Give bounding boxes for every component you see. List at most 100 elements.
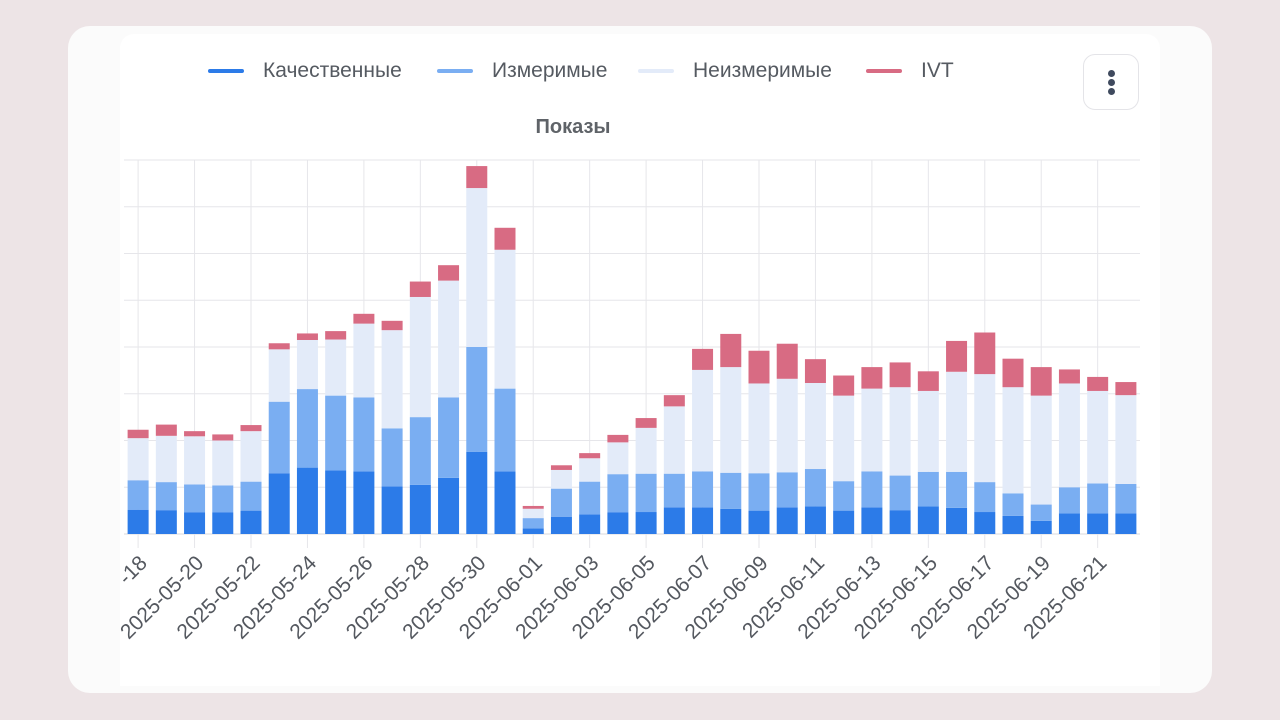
bar-segment-quality-2025-05-19[interactable] <box>155 510 177 534</box>
bar-segment-measurable-2025-05-20[interactable] <box>184 484 206 513</box>
bar-segment-unmeasurable-2025-06-10[interactable] <box>776 378 798 473</box>
bar-segment-ivt-2025-06-01[interactable] <box>522 505 544 509</box>
bar-segment-measurable-2025-06-02[interactable] <box>550 488 572 517</box>
bar-segment-unmeasurable-2025-06-17[interactable] <box>974 374 996 483</box>
bar-segment-ivt-2025-06-02[interactable] <box>550 465 572 470</box>
bar-segment-quality-2025-06-10[interactable] <box>776 507 798 534</box>
bar-segment-quality-2025-05-21[interactable] <box>212 512 234 534</box>
bar-segment-quality-2025-06-22[interactable] <box>1115 513 1137 534</box>
bar-segment-ivt-2025-05-23[interactable] <box>268 343 290 350</box>
bar-segment-ivt-2025-06-09[interactable] <box>748 350 770 384</box>
bar-segment-quality-2025-05-24[interactable] <box>296 467 318 534</box>
bar-segment-measurable-2025-06-10[interactable] <box>776 472 798 508</box>
bar-segment-unmeasurable-2025-05-29[interactable] <box>438 280 460 398</box>
bar-segment-unmeasurable-2025-06-08[interactable] <box>720 367 742 473</box>
bar-segment-unmeasurable-2025-05-21[interactable] <box>212 440 234 486</box>
bar-segment-measurable-2025-05-30[interactable] <box>466 347 488 452</box>
bar-segment-quality-2025-06-15[interactable] <box>917 506 939 534</box>
bar-segment-quality-2025-06-04[interactable] <box>607 512 629 534</box>
bar-segment-ivt-2025-06-12[interactable] <box>833 375 855 396</box>
bar-segment-measurable-2025-06-22[interactable] <box>1115 483 1137 514</box>
bar-segment-unmeasurable-2025-06-12[interactable] <box>833 395 855 482</box>
bar-segment-quality-2025-05-22[interactable] <box>240 510 262 534</box>
bar-segment-ivt-2025-06-17[interactable] <box>974 332 996 375</box>
bar-segment-unmeasurable-2025-06-04[interactable] <box>607 442 629 475</box>
bar-segment-unmeasurable-2025-06-07[interactable] <box>692 369 714 472</box>
bar-segment-unmeasurable-2025-05-23[interactable] <box>268 349 290 402</box>
bar-segment-quality-2025-06-07[interactable] <box>692 507 714 534</box>
legend-item-measurable[interactable]: Измеримые <box>437 58 607 84</box>
bar-segment-ivt-2025-06-18[interactable] <box>1002 358 1024 388</box>
bar-segment-measurable-2025-05-25[interactable] <box>325 395 347 471</box>
bar-segment-unmeasurable-2025-06-11[interactable] <box>804 382 826 470</box>
bar-segment-measurable-2025-05-26[interactable] <box>353 397 375 472</box>
bar-segment-measurable-2025-06-21[interactable] <box>1087 483 1109 514</box>
chart-menu-button[interactable] <box>1083 54 1139 110</box>
bar-segment-measurable-2025-05-19[interactable] <box>155 482 177 511</box>
bar-segment-ivt-2025-06-11[interactable] <box>804 359 826 383</box>
bar-segment-unmeasurable-2025-06-02[interactable] <box>550 469 572 489</box>
bar-segment-measurable-2025-05-27[interactable] <box>381 428 403 487</box>
bar-segment-quality-2025-05-23[interactable] <box>268 473 290 534</box>
bar-segment-ivt-2025-05-18[interactable] <box>127 429 149 439</box>
bar-segment-ivt-2025-05-31[interactable] <box>494 227 516 250</box>
bar-segment-quality-2025-06-13[interactable] <box>861 507 883 534</box>
bar-segment-ivt-2025-06-19[interactable] <box>1030 367 1052 396</box>
legend-item-quality[interactable]: Качественные <box>208 58 402 84</box>
bar-segment-measurable-2025-06-12[interactable] <box>833 481 855 511</box>
bar-segment-quality-2025-05-25[interactable] <box>325 470 347 534</box>
bar-segment-unmeasurable-2025-06-20[interactable] <box>1058 383 1080 488</box>
bar-segment-measurable-2025-06-04[interactable] <box>607 474 629 513</box>
bar-segment-quality-2025-05-31[interactable] <box>494 471 516 534</box>
bar-segment-quality-2025-05-30[interactable] <box>466 451 488 534</box>
bar-segment-unmeasurable-2025-06-13[interactable] <box>861 388 883 472</box>
bar-segment-measurable-2025-06-14[interactable] <box>889 475 911 511</box>
bar-segment-measurable-2025-06-01[interactable] <box>522 518 544 529</box>
bar-segment-quality-2025-06-05[interactable] <box>635 512 657 534</box>
bar-segment-unmeasurable-2025-06-22[interactable] <box>1115 395 1137 484</box>
bar-segment-quality-2025-06-17[interactable] <box>974 512 996 534</box>
bar-segment-ivt-2025-06-05[interactable] <box>635 418 657 428</box>
bar-segment-measurable-2025-05-22[interactable] <box>240 481 262 511</box>
bar-segment-ivt-2025-06-04[interactable] <box>607 434 629 443</box>
bar-segment-ivt-2025-06-15[interactable] <box>917 371 939 391</box>
bar-segment-measurable-2025-05-21[interactable] <box>212 485 234 513</box>
bar-segment-ivt-2025-06-10[interactable] <box>776 343 798 379</box>
bar-segment-ivt-2025-06-06[interactable] <box>663 395 685 407</box>
bar-segment-quality-2025-06-19[interactable] <box>1030 520 1052 534</box>
bar-segment-unmeasurable-2025-06-15[interactable] <box>917 390 939 472</box>
bar-segment-ivt-2025-05-20[interactable] <box>184 431 206 437</box>
bar-segment-measurable-2025-06-08[interactable] <box>720 472 742 509</box>
bar-segment-ivt-2025-05-30[interactable] <box>466 166 488 189</box>
bar-segment-unmeasurable-2025-05-24[interactable] <box>296 339 318 390</box>
bar-segment-measurable-2025-05-29[interactable] <box>438 397 460 478</box>
bar-segment-ivt-2025-05-19[interactable] <box>155 424 177 436</box>
bar-segment-unmeasurable-2025-06-18[interactable] <box>1002 387 1024 494</box>
bar-segment-quality-2025-05-28[interactable] <box>409 484 431 534</box>
legend-item-unmeasurable[interactable]: Неизмеримые <box>638 58 832 84</box>
legend-item-ivt[interactable]: IVT <box>866 58 954 84</box>
bar-segment-quality-2025-05-20[interactable] <box>184 512 206 534</box>
bar-segment-measurable-2025-05-18[interactable] <box>127 480 149 510</box>
bar-segment-unmeasurable-2025-06-01[interactable] <box>522 508 544 519</box>
bar-segment-measurable-2025-05-31[interactable] <box>494 388 516 472</box>
bar-segment-quality-2025-06-20[interactable] <box>1058 513 1080 534</box>
bar-segment-quality-2025-06-18[interactable] <box>1002 515 1024 534</box>
bar-segment-unmeasurable-2025-06-09[interactable] <box>748 383 770 474</box>
bar-segment-unmeasurable-2025-05-19[interactable] <box>155 435 177 483</box>
bar-segment-quality-2025-06-01[interactable] <box>522 528 544 534</box>
bar-segment-measurable-2025-05-28[interactable] <box>409 417 431 485</box>
bar-segment-ivt-2025-05-22[interactable] <box>240 425 262 432</box>
bar-segment-unmeasurable-2025-05-25[interactable] <box>325 339 347 396</box>
bar-segment-ivt-2025-06-08[interactable] <box>720 333 742 368</box>
bar-segment-measurable-2025-06-19[interactable] <box>1030 504 1052 521</box>
bar-segment-unmeasurable-2025-05-22[interactable] <box>240 431 262 482</box>
bar-segment-quality-2025-06-21[interactable] <box>1087 513 1109 534</box>
bar-segment-quality-2025-06-09[interactable] <box>748 510 770 534</box>
bar-segment-measurable-2025-06-20[interactable] <box>1058 487 1080 514</box>
bar-segment-measurable-2025-06-16[interactable] <box>946 471 968 508</box>
bar-segment-unmeasurable-2025-05-26[interactable] <box>353 323 375 398</box>
bar-segment-ivt-2025-06-14[interactable] <box>889 362 911 388</box>
bar-segment-quality-2025-06-02[interactable] <box>550 516 572 534</box>
bar-segment-ivt-2025-05-27[interactable] <box>381 320 403 331</box>
